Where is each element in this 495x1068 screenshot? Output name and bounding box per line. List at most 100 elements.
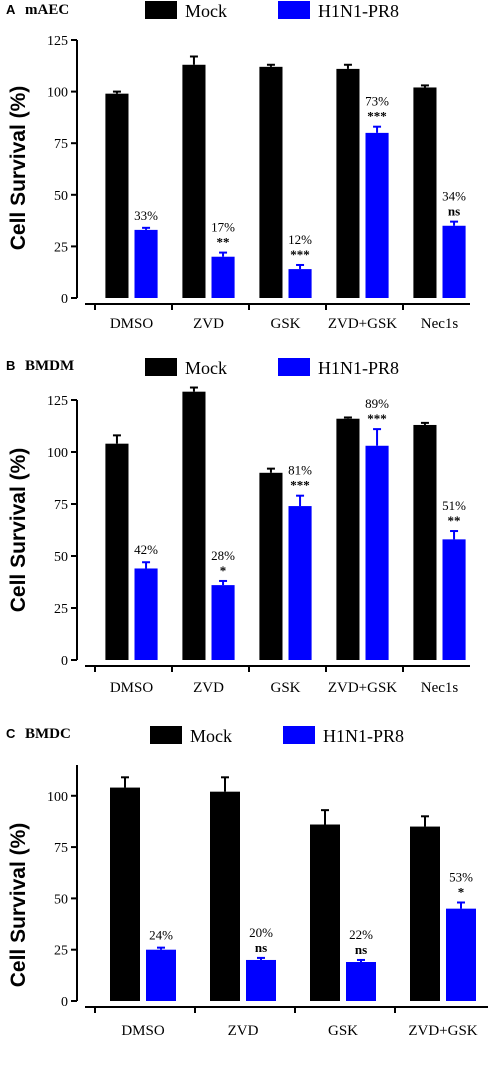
percent-label: 22% bbox=[349, 927, 373, 942]
x-category-label: Nec1s bbox=[421, 680, 459, 696]
y-tick-label: 100 bbox=[47, 790, 68, 805]
significance-label: ns bbox=[355, 942, 367, 957]
legend-mock-swatch bbox=[150, 726, 182, 744]
bar-mock bbox=[413, 424, 437, 660]
panel-c-chart: C BMDC Mock H1N1-PR8 Cell Survival (%) 0… bbox=[6, 726, 488, 1039]
legend-mock-swatch bbox=[145, 358, 177, 376]
y-tick-label: 125 bbox=[47, 394, 68, 409]
bar-virus bbox=[246, 959, 276, 1001]
bar-mock bbox=[336, 418, 360, 660]
percent-label: 89% bbox=[365, 396, 389, 411]
legend-virus-swatch bbox=[283, 726, 315, 744]
y-tick-label: 75 bbox=[54, 137, 68, 152]
legend-virus-swatch bbox=[278, 1, 310, 19]
y-tick-label: 0 bbox=[61, 292, 68, 307]
percent-label: 20% bbox=[249, 925, 273, 940]
legend-virus-swatch bbox=[278, 358, 310, 376]
bar-mock bbox=[182, 391, 206, 660]
x-category-label: ZVD+GSK bbox=[408, 1023, 477, 1039]
y-tick-label: 75 bbox=[54, 841, 68, 856]
y-tick-label: 100 bbox=[47, 86, 68, 101]
y-tick-label: 50 bbox=[54, 550, 68, 565]
x-category-label: DMSO bbox=[121, 1023, 165, 1039]
percent-label: 17% bbox=[211, 220, 235, 235]
bar-virus bbox=[211, 256, 235, 298]
y-tick-label: 125 bbox=[47, 34, 68, 49]
y-tick-label: 50 bbox=[54, 189, 68, 204]
y-tick-label: 50 bbox=[54, 892, 68, 907]
percent-label: 28% bbox=[211, 548, 235, 563]
significance-label: * bbox=[220, 563, 227, 578]
percent-label: 51% bbox=[442, 498, 466, 513]
panel-a-name: mAEC bbox=[25, 2, 69, 18]
panel-c-name: BMDC bbox=[25, 726, 71, 742]
x-category-label: Nec1s bbox=[421, 316, 459, 332]
bar-mock bbox=[413, 87, 437, 298]
bar-mock bbox=[182, 64, 206, 298]
x-category-label: ZVD+GSK bbox=[328, 680, 397, 696]
panel-a-chart: A mAEC Mock H1N1-PR8 Cell Survival (%) 0… bbox=[6, 1, 470, 332]
percent-label: 53% bbox=[449, 869, 473, 884]
bar-virus bbox=[446, 908, 476, 1001]
significance-label: * bbox=[458, 884, 465, 899]
x-category-label: DMSO bbox=[110, 680, 154, 696]
bar-mock bbox=[259, 66, 283, 298]
significance-label: ** bbox=[448, 513, 461, 528]
legend-virus-label: H1N1-PR8 bbox=[318, 358, 399, 378]
panel-b-chart: B BMDM Mock H1N1-PR8 Cell Survival (%) 0… bbox=[6, 358, 470, 696]
percent-label: 34% bbox=[442, 189, 466, 204]
y-axis-label: Cell Survival (%) bbox=[7, 86, 30, 251]
legend-mock-label: Mock bbox=[185, 358, 227, 378]
y-tick-label: 0 bbox=[61, 654, 68, 669]
bar-virus bbox=[211, 585, 235, 660]
legend-mock-label: Mock bbox=[190, 726, 232, 746]
x-category-label: ZVD bbox=[193, 680, 224, 696]
legend-mock-swatch bbox=[145, 1, 177, 19]
significance-label: *** bbox=[367, 411, 387, 426]
percent-label: 42% bbox=[134, 542, 158, 557]
bar-virus bbox=[134, 568, 158, 660]
bar-virus bbox=[134, 229, 158, 298]
bar-virus bbox=[146, 949, 176, 1001]
bar-virus bbox=[442, 539, 466, 660]
bar-mock bbox=[310, 824, 340, 1001]
significance-label: *** bbox=[290, 478, 310, 493]
bar-mock bbox=[336, 68, 360, 298]
legend-virus-label: H1N1-PR8 bbox=[323, 726, 404, 746]
x-category-label: GSK bbox=[270, 680, 300, 696]
bar-mock bbox=[105, 443, 129, 660]
x-category-label: GSK bbox=[328, 1023, 358, 1039]
y-tick-label: 25 bbox=[54, 602, 68, 617]
bar-virus bbox=[346, 962, 376, 1001]
percent-label: 73% bbox=[365, 94, 389, 109]
significance-label: ** bbox=[217, 235, 230, 250]
bar-mock bbox=[210, 791, 240, 1001]
y-tick-label: 100 bbox=[47, 446, 68, 461]
bar-virus bbox=[365, 132, 389, 298]
panel-c-letter: C bbox=[6, 726, 16, 741]
bar-mock bbox=[259, 472, 283, 660]
significance-label: ns bbox=[448, 204, 460, 219]
bar-mock bbox=[410, 826, 440, 1001]
x-category-label: ZVD+GSK bbox=[328, 316, 397, 332]
percent-label: 12% bbox=[288, 232, 312, 247]
x-category-label: GSK bbox=[270, 316, 300, 332]
legend-mock-label: Mock bbox=[185, 1, 227, 21]
y-tick-label: 25 bbox=[54, 240, 68, 255]
legend-virus-label: H1N1-PR8 bbox=[318, 1, 399, 21]
y-axis-label: Cell Survival (%) bbox=[7, 823, 30, 988]
bar-virus bbox=[442, 225, 466, 298]
y-tick-label: 75 bbox=[54, 498, 68, 513]
significance-label: *** bbox=[367, 109, 387, 124]
percent-label: 33% bbox=[134, 208, 158, 223]
y-tick-label: 0 bbox=[61, 995, 68, 1010]
panel-a-letter: A bbox=[6, 2, 16, 17]
significance-label: *** bbox=[290, 247, 310, 262]
x-category-label: ZVD bbox=[193, 316, 224, 332]
bar-virus bbox=[288, 506, 312, 660]
bar-virus bbox=[365, 445, 389, 660]
bar-mock bbox=[105, 93, 129, 298]
panel-b-letter: B bbox=[6, 358, 15, 373]
x-category-label: DMSO bbox=[110, 316, 154, 332]
